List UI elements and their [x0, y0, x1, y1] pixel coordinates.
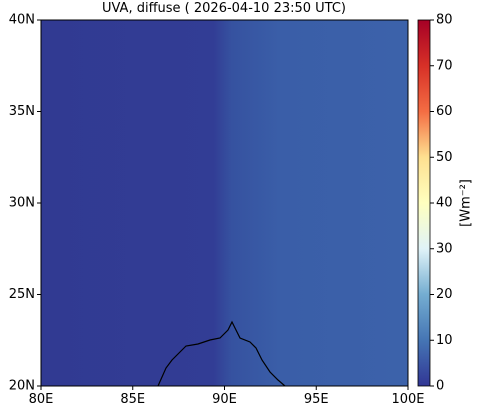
colorbar-tick-label: 10	[436, 333, 453, 348]
colorbar-tick-label: 0	[436, 379, 444, 394]
y-tick-label: 30N	[9, 196, 35, 211]
y-tick-label: 20N	[9, 379, 35, 394]
coastline	[157, 320, 286, 387]
y-tick-label: 35N	[9, 104, 35, 119]
y-tick-label: 25N	[9, 287, 35, 302]
colorbar-tick-label: 70	[436, 58, 453, 73]
x-tick-label: 85E	[120, 392, 145, 407]
map-title: UVA, diffuse ( 2026-04-10 23:50 UTC)	[102, 1, 346, 16]
colorbar-tick-label: 20	[436, 287, 453, 302]
x-tick-label: 95E	[304, 392, 329, 407]
colorbar-tick-label: 50	[436, 150, 453, 165]
data-field	[41, 20, 408, 386]
colorbar-label: [Wm⁻²]	[459, 179, 474, 227]
colorbar-tick-label: 40	[436, 196, 453, 211]
colorbar	[417, 19, 431, 387]
x-tick-label: 100E	[391, 392, 424, 407]
x-tick-label: 80E	[29, 392, 54, 407]
y-tick-label: 40N	[9, 13, 35, 28]
x-tick-label: 90E	[212, 392, 237, 407]
colorbar-tick-label: 80	[436, 13, 453, 28]
colorbar-tick-label: 60	[436, 104, 453, 119]
colorbar-tick-label: 30	[436, 241, 453, 256]
